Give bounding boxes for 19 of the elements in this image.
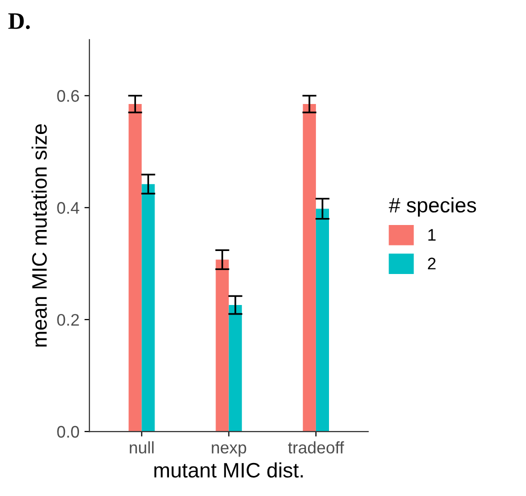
x-axis-title: mutant MIC dist.: [154, 462, 303, 478]
bar: [228, 305, 242, 432]
x-tick-label: tradeoff: [288, 441, 344, 454]
bar: [316, 208, 329, 432]
x-tick-label: nexp: [212, 444, 246, 457]
y-tick-label: 0.4: [57, 202, 80, 214]
bar: [142, 184, 155, 432]
legend-title: # species: [388, 197, 476, 217]
chart-title: D.: [8, 13, 30, 30]
legend-label: 2: [428, 258, 436, 270]
bar: [216, 260, 229, 432]
y-tick-label: 0.6: [57, 90, 79, 102]
y-tick-label: 0.2: [57, 314, 79, 326]
y-tick-label: 0.0: [57, 426, 80, 438]
x-tick-label: null: [130, 441, 154, 454]
bar: [302, 104, 316, 432]
legend-label: 1: [428, 229, 436, 241]
y-axis-title: mean MIC mutation size: [32, 124, 47, 347]
bar: [128, 104, 142, 432]
